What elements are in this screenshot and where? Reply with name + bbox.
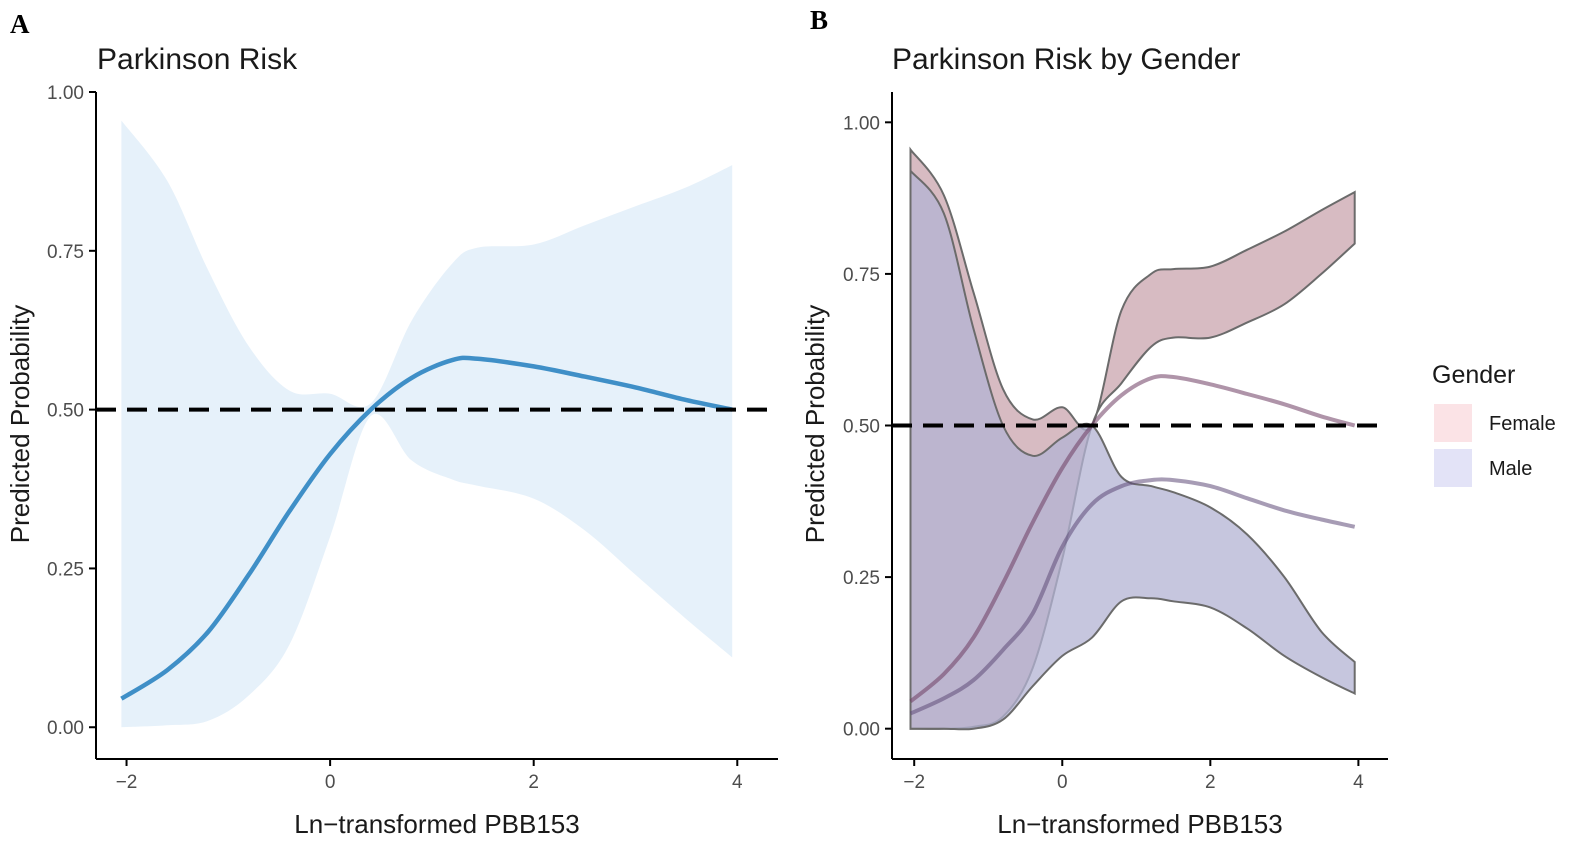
- panel-letter-b: B: [810, 5, 828, 35]
- y-axis-label-b: Predicted Probability: [800, 305, 830, 543]
- legend: Gender Female Male: [1432, 361, 1556, 487]
- plot-area-b: 0.00 0.25 0.50 0.75 1.00 −2 0 2 4: [843, 92, 1388, 793]
- panel-a-x-tick-label: 0: [325, 772, 336, 793]
- panel-a-line-predicted: [120, 355, 733, 701]
- legend-label-male: Male: [1489, 458, 1532, 480]
- chart-title-a: Parkinson Risk: [97, 43, 298, 76]
- panel-a-band-predicted: [121, 120, 733, 728]
- legend-swatch-male: [1434, 449, 1472, 487]
- panel-b-x-tick-label: −2: [903, 772, 925, 793]
- chart-title-b: Parkinson Risk by Gender: [892, 43, 1241, 76]
- panel-a: A Parkinson Risk 0.000.250.500.751.00−2 0…: [5, 9, 778, 839]
- panel-b-y-tick-label: 0.00: [843, 720, 880, 741]
- panel-a-y-tick-label: 0.00: [47, 718, 84, 739]
- panel-letter-a: A: [10, 9, 30, 39]
- panel-b-line-male: [909, 477, 1356, 716]
- panel-b-x-tick-label: 2: [1205, 772, 1216, 793]
- panel-b-x-tick-label: 0: [1057, 772, 1068, 793]
- y-axis-label-a: Predicted Probability: [5, 305, 35, 543]
- panel-a-x-tick-label: 2: [528, 772, 539, 793]
- legend-label-female: Female: [1489, 413, 1556, 435]
- panel-b-x-tick-label: 4: [1353, 772, 1364, 793]
- panel-b-y-tick-label: 0.50: [843, 417, 880, 438]
- panel-a-x-tick-label: −2: [116, 772, 138, 793]
- panel-b-y-tick-label: 1.00: [843, 113, 880, 134]
- panel-a-y-tick-label: 0.50: [47, 401, 84, 422]
- legend-swatch-female: [1434, 404, 1472, 442]
- panel-b: B Parkinson Risk by Gender 0.000.250.500…: [800, 5, 1388, 839]
- panel-b-y-tick-label: 0.25: [843, 568, 880, 589]
- legend-title: Gender: [1432, 361, 1515, 389]
- x-axis-label-b: Ln−transformed PBB153: [997, 809, 1282, 839]
- x-axis-label-a: Ln−transformed PBB153: [294, 809, 579, 839]
- panel-a-y-tick-label: 0.75: [47, 242, 84, 263]
- panel-b-line-female: [909, 374, 1356, 703]
- panel-b-band-male: [909, 167, 1356, 731]
- panel-b-y-tick-label: 0.75: [843, 265, 880, 286]
- panel-a-y-tick-label: 1.00: [47, 83, 84, 104]
- plot-area-a: 0.00 0.25 0.50 0.75 1.00 −2 0 2 4: [47, 83, 778, 793]
- panel-a-y-tick-label: 0.25: [47, 559, 84, 580]
- panel-a-x-tick-label: 4: [732, 772, 743, 793]
